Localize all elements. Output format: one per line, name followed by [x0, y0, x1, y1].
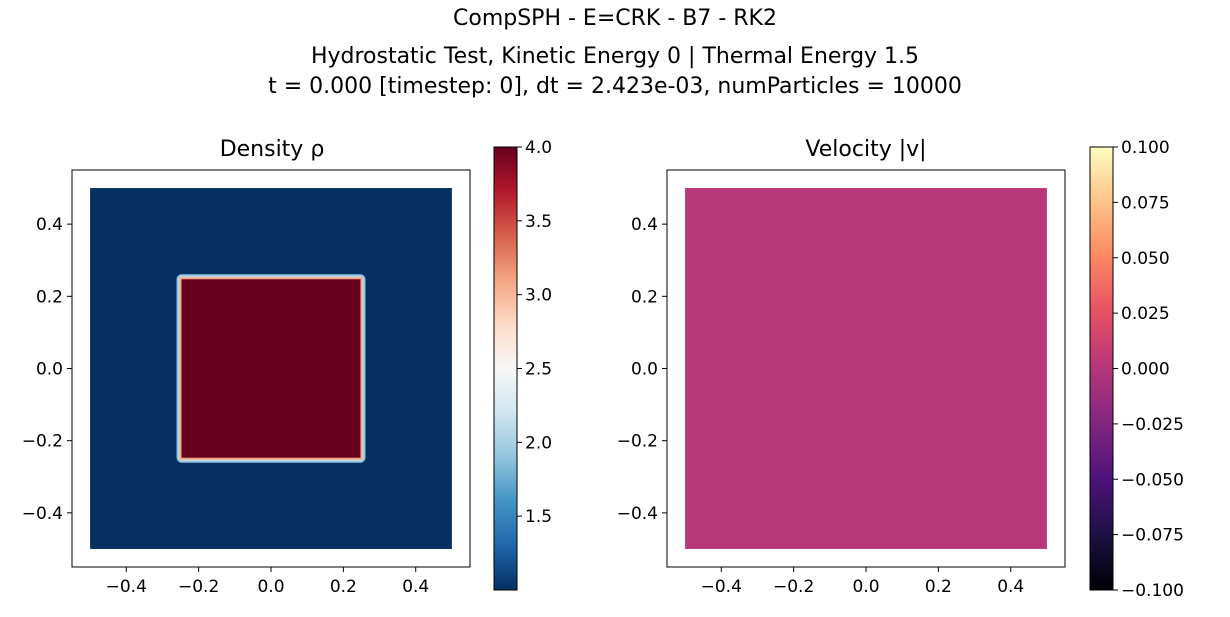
y-tick-label: 0.0: [631, 360, 658, 380]
figure-title: CompSPH - E=CRK - B7 - RK2: [453, 6, 777, 31]
x-tick-label: 0.0: [852, 577, 879, 597]
colorbar-tick-label: −0.100: [1121, 581, 1184, 601]
x-tick-label: 0.2: [330, 577, 357, 597]
x-tick-label: 0.0: [257, 577, 284, 597]
colorbar-tick-label: 0.050: [1121, 249, 1170, 269]
y-tick-label: −0.4: [22, 504, 63, 524]
velocity-panel-title: Velocity |v|: [805, 137, 926, 162]
colorbar-tick-label: 3.0: [525, 286, 552, 306]
x-tick-label: −0.4: [106, 577, 147, 597]
y-tick-label: 0.4: [631, 215, 658, 235]
y-tick-label: 0.4: [36, 215, 63, 235]
velocity-plot: −0.4 −0.2 0.0 0.2 0.4 −0.4 −0.2 0.0 0.2 0.4: [617, 169, 1066, 597]
colorbar-tick-label: 0.075: [1121, 193, 1170, 213]
velocity-region: [685, 188, 1047, 549]
colorbar-tick-label: 4.0: [525, 138, 552, 158]
x-tick-label: 0.2: [925, 577, 952, 597]
y-tick-label: −0.4: [617, 504, 658, 524]
x-tick-label: 0.4: [402, 577, 429, 597]
colorbar-tick-label: −0.025: [1121, 415, 1184, 435]
colorbar-tick-label: 0.000: [1121, 360, 1170, 380]
velocity-colorbar: −0.100 −0.075 −0.050 −0.025 0.000 0.025 0.050 0…: [1089, 138, 1184, 601]
y-tick-label: 0.2: [631, 287, 658, 307]
density-high-region: [179, 277, 363, 460]
x-tick-label: −0.2: [773, 577, 814, 597]
colorbar-tick-label: 2.5: [525, 360, 552, 380]
colorbar-tick-label: −0.050: [1121, 470, 1184, 490]
x-tick-label: 0.4: [997, 577, 1024, 597]
colorbar-gradient: [493, 146, 518, 591]
colorbar-gradient: [1089, 146, 1114, 591]
density-plot: −0.4 −0.2 0.0 0.2 0.4 −0.4 −0.2 0.0 0.2 0.4: [22, 169, 471, 597]
y-tick-label: 0.2: [36, 287, 63, 307]
density-colorbar: 1.5 2.0 2.5 3.0 3.5 4.0: [493, 138, 552, 591]
density-panel-title: Density ρ: [220, 137, 325, 162]
figure-info-line: t = 0.000 [timestep: 0], dt = 2.423e-03,…: [268, 74, 962, 99]
colorbar-tick-label: −0.075: [1121, 526, 1184, 546]
colorbar-tick-label: 1.5: [525, 507, 552, 527]
y-tick-label: 0.0: [36, 360, 63, 380]
colorbar-tick-label: 0.100: [1121, 138, 1170, 158]
colorbar-tick-label: 2.0: [525, 433, 552, 453]
y-tick-label: −0.2: [617, 432, 658, 452]
figure-subtitle: Hydrostatic Test, Kinetic Energy 0 | The…: [310, 44, 920, 69]
x-tick-label: −0.2: [178, 577, 219, 597]
y-tick-label: −0.2: [22, 432, 63, 452]
colorbar-tick-label: 3.5: [525, 212, 552, 232]
colorbar-tick-label: 0.025: [1121, 304, 1170, 324]
x-tick-label: −0.4: [701, 577, 742, 597]
